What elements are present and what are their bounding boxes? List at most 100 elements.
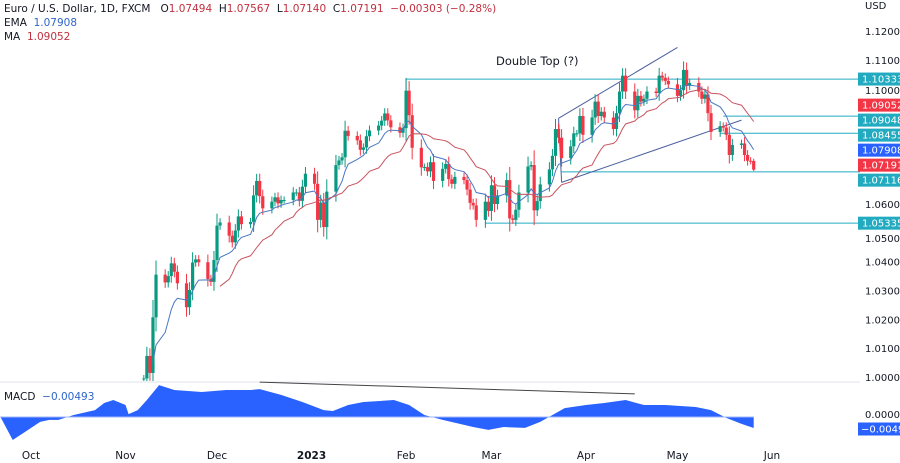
- time-tick-label: 2023: [297, 450, 326, 462]
- candle: [453, 171, 457, 190]
- candle: [361, 143, 365, 154]
- candle: [154, 260, 158, 332]
- price-tick-label: 1.10000: [865, 86, 900, 97]
- ma-value: 1.09052: [26, 31, 71, 43]
- candle: [553, 118, 558, 167]
- candle: [688, 78, 692, 90]
- time-tick-label: Apr: [577, 450, 596, 462]
- candle: [532, 150, 536, 226]
- price-axis[interactable]: USD 1.12000 1.11000 1.10000 1.06000 1.05000 1…: [865, 1, 900, 421]
- level-price-tag: 1.10333: [858, 72, 900, 86]
- candle: [727, 126, 731, 164]
- candle: [444, 159, 448, 174]
- ma-line: [219, 88, 755, 287]
- candle: [697, 77, 701, 98]
- open-value: 1.07494: [168, 3, 213, 15]
- ema-value: 1.07908: [33, 17, 77, 29]
- candle: [739, 139, 744, 149]
- candle: [749, 157, 753, 165]
- time-tick-label: Nov: [115, 450, 136, 462]
- svg-text:1.08455: 1.08455: [862, 131, 900, 142]
- candle: [218, 218, 222, 230]
- channel-upper-line[interactable]: [558, 47, 678, 119]
- candle: [364, 129, 369, 154]
- candle: [404, 77, 408, 141]
- candle: [468, 182, 472, 210]
- channel-lower-line[interactable]: [561, 119, 742, 183]
- level-price-tag: 1.05335: [858, 216, 900, 230]
- candle: [447, 156, 451, 187]
- candle: [441, 162, 445, 188]
- svg-text:1.09048: 1.09048: [862, 116, 900, 127]
- candle: [312, 167, 317, 190]
- time-tick-label: Oct: [22, 450, 40, 462]
- candle: [276, 192, 280, 209]
- candle: [678, 85, 683, 101]
- candle: [514, 203, 518, 226]
- time-axis[interactable]: Oct Nov Dec 2023 Feb Mar Apr May Jun: [22, 450, 780, 462]
- candle: [175, 265, 179, 290]
- candle: [212, 250, 216, 291]
- candle: [505, 172, 509, 203]
- candles: [142, 61, 756, 381]
- candle: [620, 68, 625, 99]
- indicator-lines: [152, 84, 755, 363]
- candle: [422, 163, 426, 171]
- candle: [660, 71, 664, 82]
- candle: [663, 73, 667, 86]
- candle: [706, 86, 710, 122]
- price-tags: 1.10333 1.09052 1.09048 1.08455 1.07908 1.071…: [858, 72, 900, 436]
- symbol-title: Euro / U.S. Dollar, 1D, FXCM: [4, 3, 151, 15]
- candle: [294, 189, 298, 196]
- candle: [355, 131, 359, 145]
- candle: [746, 150, 750, 166]
- candle: [654, 87, 658, 97]
- candle: [410, 103, 414, 160]
- candle: [184, 273, 189, 317]
- candle: [142, 374, 146, 381]
- candle: [407, 81, 411, 125]
- candle: [148, 348, 152, 381]
- horizontal-levels: [405, 78, 860, 224]
- candle: [724, 122, 728, 141]
- level-price-tag: 1.07116: [858, 173, 900, 187]
- candle: [483, 193, 487, 228]
- candle: [145, 346, 149, 381]
- candle: [383, 108, 387, 126]
- candle: [166, 271, 170, 288]
- change-value: −0.00303 (−0.28%): [390, 3, 497, 15]
- candle: [559, 129, 564, 167]
- candle: [194, 255, 198, 267]
- candle: [340, 153, 344, 165]
- candle: [316, 171, 320, 233]
- time-tick-label: Feb: [397, 450, 416, 462]
- candle: [337, 155, 341, 170]
- candle: [474, 198, 478, 227]
- candle: [252, 185, 256, 232]
- candle: [489, 175, 494, 221]
- currency-label: USD: [865, 1, 887, 12]
- candle: [511, 214, 515, 224]
- ema-line: [152, 84, 755, 363]
- ma-price-tag: 1.09052: [858, 98, 900, 112]
- macd-trendline[interactable]: [259, 381, 635, 395]
- ma-legend[interactable]: MA 1.09052: [4, 31, 71, 43]
- candle: [206, 254, 210, 287]
- macd-legend[interactable]: MACD −0.00493: [4, 391, 95, 403]
- candle: [236, 209, 240, 238]
- candle: [730, 138, 734, 161]
- candle: [550, 149, 555, 177]
- candle: [151, 299, 155, 381]
- candle: [172, 257, 176, 278]
- candle: [681, 61, 686, 99]
- symbol-legend: Euro / U.S. Dollar, 1D, FXCM O1.07494 H1…: [4, 3, 497, 15]
- time-tick-label: Dec: [207, 450, 228, 462]
- close-price-tag: 1.07191: [858, 158, 900, 172]
- macd-value: −0.00493: [42, 391, 95, 403]
- price-tick-label: 1.06000: [865, 200, 900, 211]
- ema-legend[interactable]: EMA 1.07908: [4, 17, 77, 29]
- close-value: 1.07191: [340, 3, 384, 15]
- candle: [428, 156, 433, 178]
